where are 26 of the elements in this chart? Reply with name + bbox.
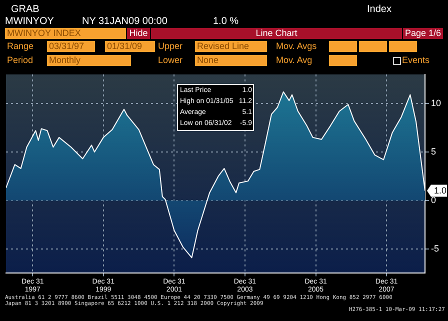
text: Line Chart	[151, 28, 402, 39]
text: NY 31JAN09 00:00	[82, 16, 168, 27]
text: 03/31/97	[47, 41, 95, 52]
text: Hide	[127, 28, 150, 39]
text: Range	[7, 41, 35, 52]
text: Index	[367, 4, 392, 15]
text: 1.0 %	[213, 16, 240, 27]
text: Upper	[158, 41, 184, 52]
text: Monthly	[47, 55, 131, 66]
text: MWINYOY	[5, 16, 55, 27]
text: Page 1/6	[403, 28, 443, 39]
text: Revised Line	[195, 41, 267, 52]
text: Mov. Avg	[276, 55, 314, 66]
text: Events	[402, 55, 431, 66]
text: None	[195, 55, 267, 66]
annotation: 1.0	[434, 185, 447, 196]
text: Period	[7, 55, 34, 66]
y-tick-label: -5	[430, 243, 440, 254]
text: GRAB	[11, 4, 40, 15]
text: MWINYOY INDEX	[5, 28, 126, 39]
y-tick-label: 5	[430, 146, 436, 156]
text: Lower	[158, 55, 184, 66]
text: 01/31/09	[105, 41, 155, 52]
text: Mov. Avgs	[276, 41, 318, 52]
y-tick-label: 10	[430, 98, 442, 108]
y-tick-label: 0	[430, 194, 436, 205]
